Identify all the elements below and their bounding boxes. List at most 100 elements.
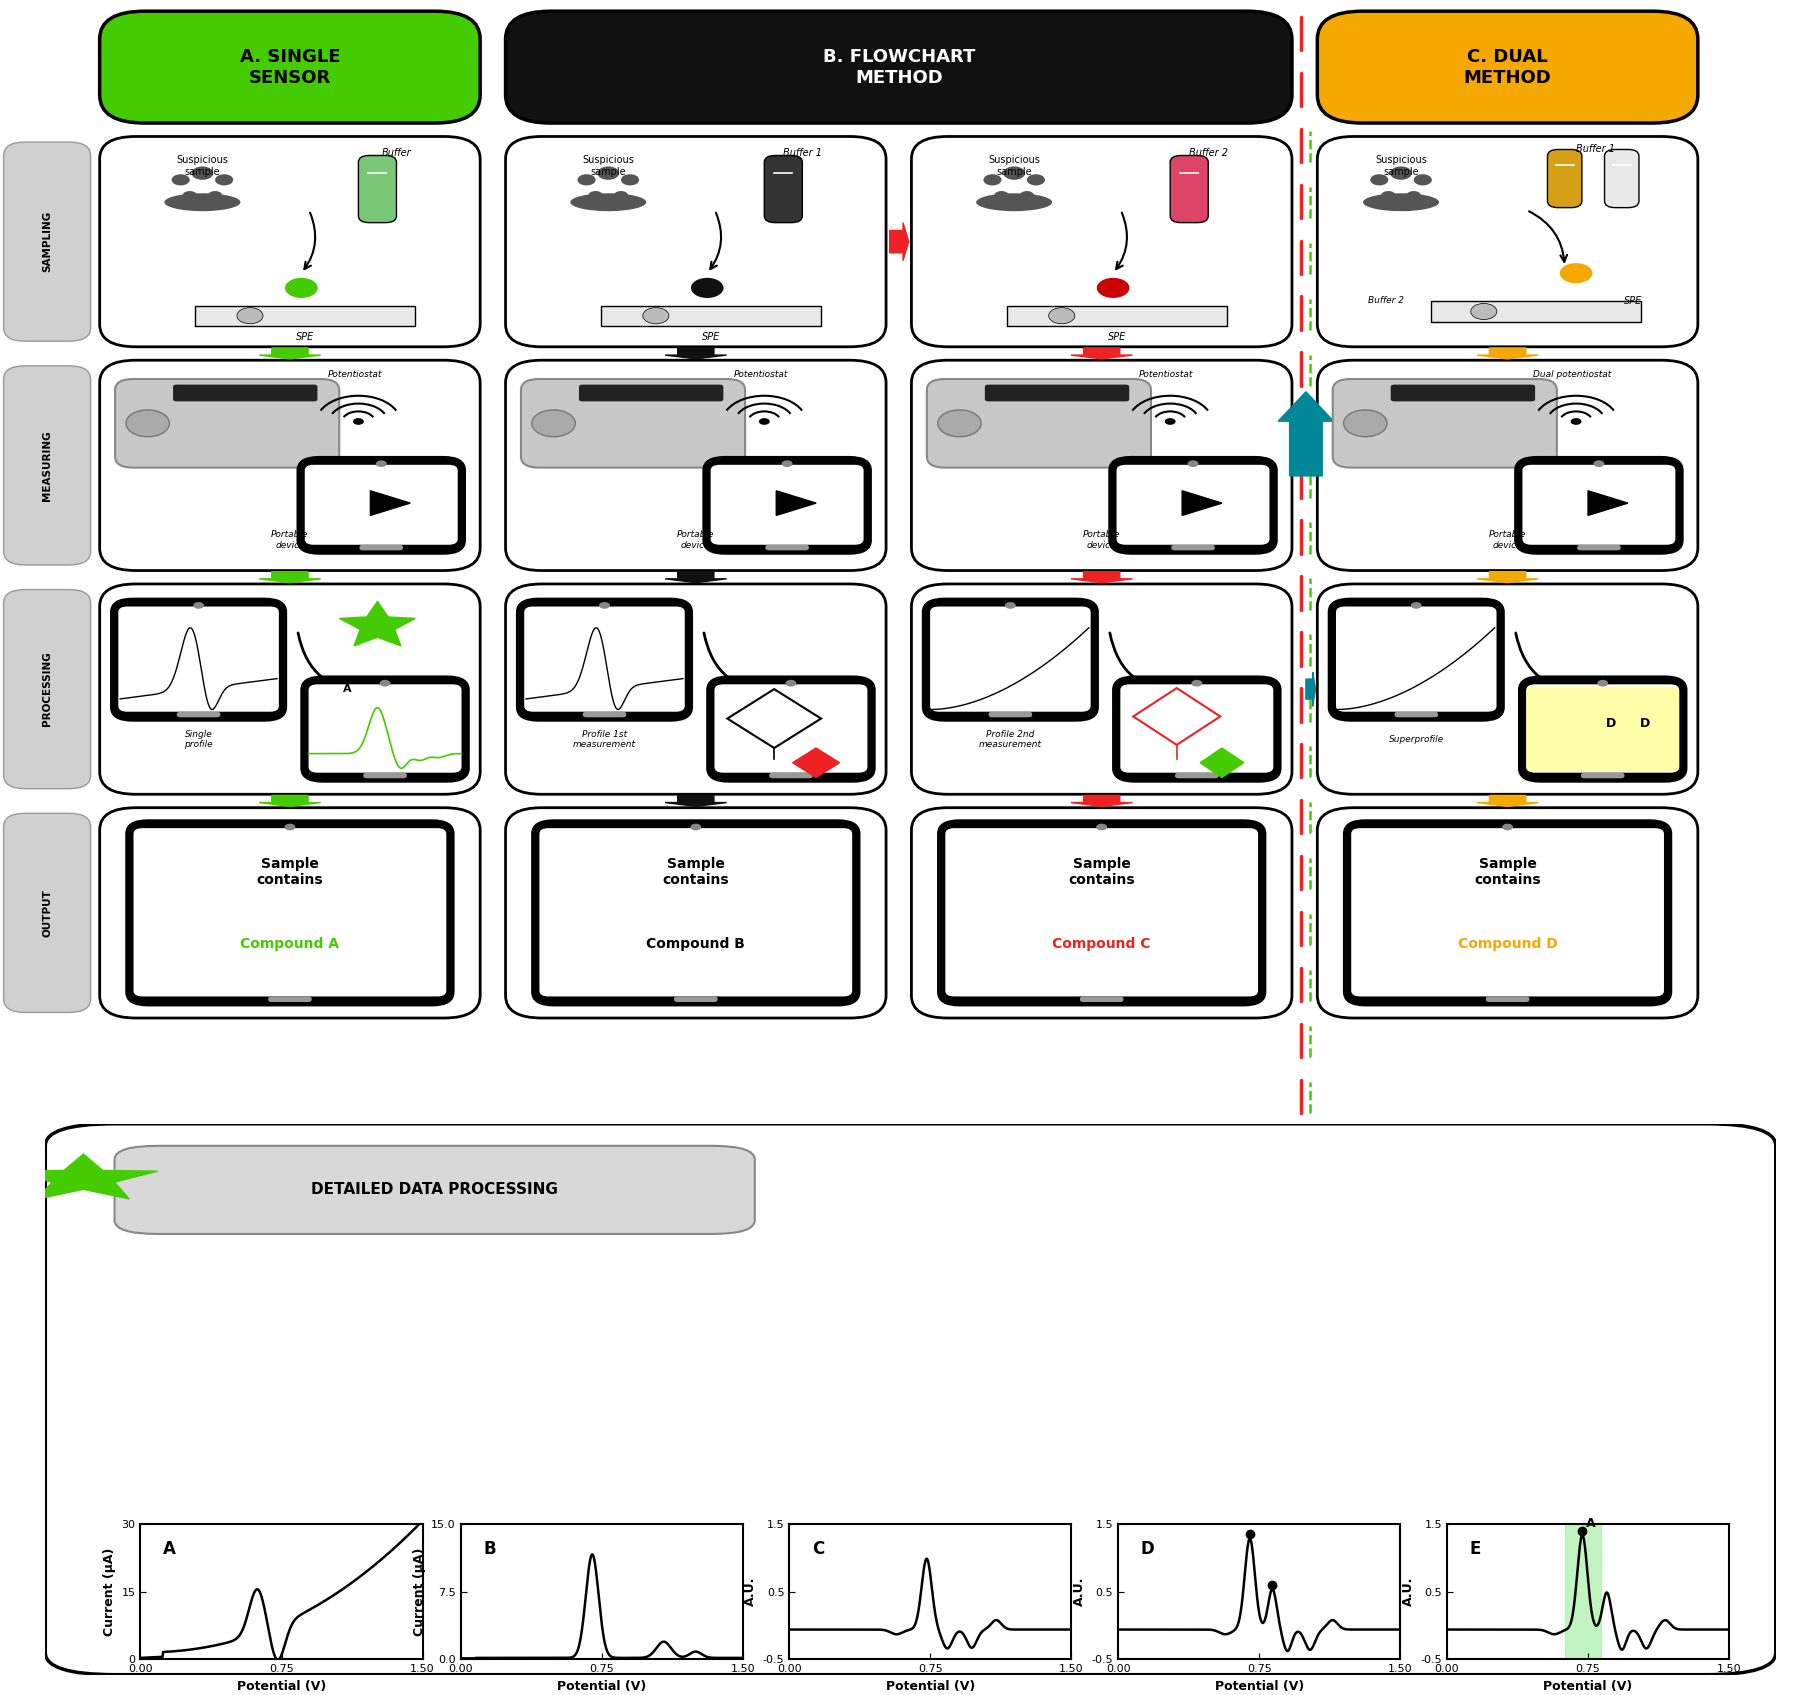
Text: Potentiostat: Potentiostat <box>734 371 788 380</box>
Circle shape <box>1192 680 1203 686</box>
FancyBboxPatch shape <box>506 809 886 1019</box>
Text: DETAILED DATA PROCESSING: DETAILED DATA PROCESSING <box>312 1183 558 1197</box>
Circle shape <box>1020 192 1035 200</box>
Circle shape <box>381 680 391 686</box>
Circle shape <box>1165 419 1176 425</box>
Text: Portable
device: Portable device <box>272 531 308 549</box>
Text: Suspicious
sample: Suspicious sample <box>176 156 228 176</box>
FancyBboxPatch shape <box>533 820 859 1005</box>
Text: SPE: SPE <box>1107 332 1125 342</box>
Circle shape <box>194 602 205 609</box>
Text: B. FLOWCHART
METHOD: B. FLOWCHART METHOD <box>823 47 975 86</box>
Circle shape <box>1413 175 1431 185</box>
FancyBboxPatch shape <box>911 585 1292 795</box>
Text: OUTPUT: OUTPUT <box>42 888 53 937</box>
Circle shape <box>192 166 214 180</box>
FancyBboxPatch shape <box>196 305 415 325</box>
Circle shape <box>600 602 611 609</box>
Polygon shape <box>1200 747 1243 778</box>
FancyBboxPatch shape <box>100 12 480 124</box>
FancyArrow shape <box>1071 795 1132 807</box>
FancyBboxPatch shape <box>946 829 1258 997</box>
Ellipse shape <box>165 193 241 212</box>
Text: Sample
contains: Sample contains <box>1069 858 1134 886</box>
FancyBboxPatch shape <box>1518 676 1687 781</box>
FancyArrow shape <box>665 795 727 807</box>
FancyBboxPatch shape <box>1116 464 1270 544</box>
Circle shape <box>1593 461 1604 468</box>
FancyBboxPatch shape <box>1317 12 1698 124</box>
Ellipse shape <box>1363 193 1439 212</box>
FancyBboxPatch shape <box>1580 773 1625 778</box>
Circle shape <box>1406 192 1421 200</box>
Circle shape <box>533 410 576 437</box>
FancyBboxPatch shape <box>930 607 1091 712</box>
FancyArrow shape <box>665 571 727 583</box>
FancyBboxPatch shape <box>1335 607 1497 712</box>
FancyBboxPatch shape <box>1392 385 1535 402</box>
FancyBboxPatch shape <box>134 829 446 997</box>
Circle shape <box>183 192 198 200</box>
FancyBboxPatch shape <box>114 1146 756 1234</box>
FancyArrow shape <box>1477 795 1538 807</box>
Text: MEASURING: MEASURING <box>42 431 53 500</box>
Polygon shape <box>776 492 815 515</box>
FancyBboxPatch shape <box>100 137 480 347</box>
FancyBboxPatch shape <box>1120 685 1274 773</box>
FancyBboxPatch shape <box>1328 598 1504 720</box>
Circle shape <box>1571 419 1582 425</box>
Circle shape <box>1370 175 1388 185</box>
FancyBboxPatch shape <box>1431 302 1642 322</box>
Circle shape <box>786 680 797 686</box>
Circle shape <box>1049 308 1075 324</box>
Circle shape <box>643 308 669 324</box>
FancyBboxPatch shape <box>911 137 1292 347</box>
FancyBboxPatch shape <box>765 156 803 222</box>
Circle shape <box>1004 166 1026 180</box>
FancyArrow shape <box>1477 571 1538 583</box>
FancyBboxPatch shape <box>710 464 864 544</box>
FancyBboxPatch shape <box>304 464 458 544</box>
FancyBboxPatch shape <box>770 773 814 778</box>
FancyBboxPatch shape <box>100 809 480 1019</box>
FancyArrow shape <box>1477 347 1538 359</box>
FancyArrow shape <box>259 347 321 359</box>
Text: Sample
contains: Sample contains <box>257 858 323 886</box>
Circle shape <box>284 824 295 831</box>
FancyBboxPatch shape <box>127 820 453 1005</box>
FancyBboxPatch shape <box>359 544 402 551</box>
FancyBboxPatch shape <box>1317 361 1698 571</box>
FancyBboxPatch shape <box>111 598 286 720</box>
Polygon shape <box>1132 688 1219 744</box>
Circle shape <box>598 166 620 180</box>
Text: Portable
device: Portable device <box>678 531 714 549</box>
FancyBboxPatch shape <box>4 142 91 341</box>
FancyBboxPatch shape <box>1395 712 1439 717</box>
Circle shape <box>375 461 386 468</box>
Polygon shape <box>9 1154 158 1198</box>
Text: Dual potentiostat: Dual potentiostat <box>1533 371 1611 380</box>
FancyBboxPatch shape <box>516 598 692 720</box>
FancyBboxPatch shape <box>522 380 745 468</box>
Polygon shape <box>339 602 415 646</box>
Circle shape <box>984 175 1002 185</box>
Circle shape <box>1345 410 1388 437</box>
FancyBboxPatch shape <box>1547 149 1582 207</box>
Text: Buffer 1: Buffer 1 <box>783 147 823 158</box>
X-axis label: Potential (V): Potential (V) <box>237 1680 326 1693</box>
Text: A: A <box>163 1541 176 1558</box>
Text: Suspicious
sample: Suspicious sample <box>988 156 1040 176</box>
Text: Compound B: Compound B <box>647 937 745 951</box>
FancyBboxPatch shape <box>308 685 462 773</box>
Text: Buffer: Buffer <box>382 147 411 158</box>
Circle shape <box>781 461 792 468</box>
X-axis label: Potential (V): Potential (V) <box>886 1680 975 1693</box>
FancyBboxPatch shape <box>359 156 397 222</box>
FancyArrow shape <box>1071 571 1132 583</box>
Circle shape <box>1009 197 1020 203</box>
Circle shape <box>1471 303 1497 320</box>
Circle shape <box>603 197 614 203</box>
FancyArrow shape <box>890 222 908 261</box>
FancyBboxPatch shape <box>1174 773 1218 778</box>
FancyBboxPatch shape <box>1515 458 1683 554</box>
